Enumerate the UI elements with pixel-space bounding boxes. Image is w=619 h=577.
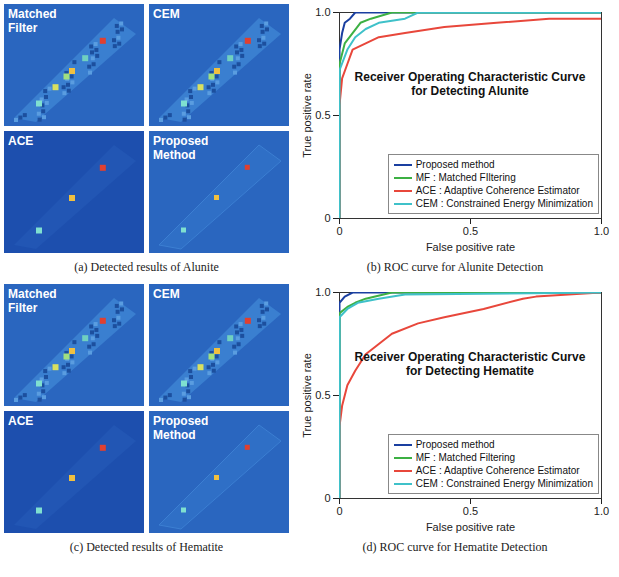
html-text:(c) Detected results of Hemati: (c) Detected results of Hematite <box>69 540 224 554</box>
svg-text:Method: Method <box>153 428 196 442</box>
html-text:(a) Detected results of Alunit: (a) Detected results of Alunite <box>74 260 219 274</box>
svg-text:1.0: 1.0 <box>315 286 330 298</box>
html-text:Proposed method: Proposed method <box>415 159 495 170</box>
svg-text:True positive rate: True positive rate <box>301 353 313 438</box>
html-text:(b) ROC curve for Alunite Dete: (b) ROC curve for Alunite Detection <box>366 260 544 274</box>
svg-text:1.0: 1.0 <box>594 505 609 517</box>
html-text:MF : Matched FIltering: MF : Matched FIltering <box>415 172 516 183</box>
html-text:CEM : Constrained Energy Minim: CEM : Constrained Energy Minimization <box>415 478 593 489</box>
svg-text:Matched: Matched <box>8 287 57 301</box>
svg-text:0: 0 <box>324 212 330 224</box>
svg-text:True positive rate: True positive rate <box>301 73 313 158</box>
html-text:MF : Matched Filtering: MF : Matched Filtering <box>415 452 516 463</box>
svg-text:0.5: 0.5 <box>463 505 478 517</box>
svg-text:0.5: 0.5 <box>463 225 478 237</box>
html-text:Receiver Operating Characteris: Receiver Operating Characteristic Curve <box>354 350 586 364</box>
svg-text:1.0: 1.0 <box>315 6 330 18</box>
svg-text:0: 0 <box>336 505 342 517</box>
svg-text:CEM: CEM <box>153 287 180 301</box>
svg-text:Matched: Matched <box>8 7 57 21</box>
svg-text:0: 0 <box>336 225 342 237</box>
svg-text:False positive rate: False positive rate <box>426 241 515 253</box>
svg-text:1.0: 1.0 <box>594 225 609 237</box>
html-text:Proposed method: Proposed method <box>415 439 495 450</box>
svg-text:Proposed: Proposed <box>153 414 208 428</box>
html-text:Receiver Operating Characteris: Receiver Operating Characteristic Curve <box>354 70 586 84</box>
svg-text:Proposed: Proposed <box>153 134 208 148</box>
html-text:ACE : Adaptive Coherence Estim: ACE : Adaptive Coherence Estimator <box>415 465 580 476</box>
html-text:(d) ROC curve for Hematite Det: (d) ROC curve for Hematite Detection <box>362 540 548 554</box>
svg-text:Filter: Filter <box>8 21 38 35</box>
svg-text:0.5: 0.5 <box>315 109 330 121</box>
svg-text:0.5: 0.5 <box>315 389 330 401</box>
html-text:for Detecting Alunite: for Detecting Alunite <box>411 84 529 98</box>
svg-text:0: 0 <box>324 492 330 504</box>
html-text:for Detecting Hematite: for Detecting Hematite <box>406 364 534 378</box>
svg-text:Filter: Filter <box>8 301 38 315</box>
svg-text:False positive rate: False positive rate <box>426 521 515 533</box>
html-text:CEM : Constrained Energy Minim: CEM : Constrained Energy Minimization <box>415 198 593 209</box>
html-text:ACE : Adaptive Coherence Estim: ACE : Adaptive Coherence Estimator <box>415 185 580 196</box>
svg-text:ACE: ACE <box>8 414 33 428</box>
svg-text:ACE: ACE <box>8 134 33 148</box>
svg-text:CEM: CEM <box>153 7 180 21</box>
svg-text:Method: Method <box>153 148 196 162</box>
